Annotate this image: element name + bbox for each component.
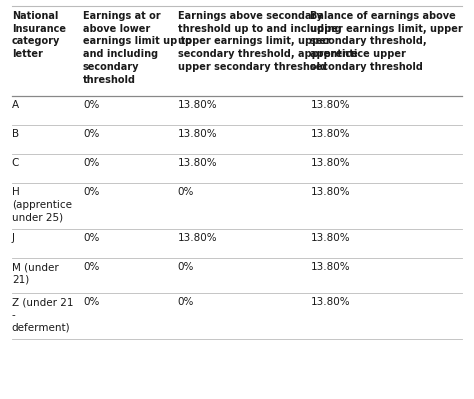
Text: H
(apprentice
under 25): H (apprentice under 25)	[12, 187, 72, 223]
Text: 13.80%: 13.80%	[310, 129, 350, 139]
Text: 0%: 0%	[178, 262, 194, 272]
Text: 0%: 0%	[83, 100, 100, 110]
Text: Z (under 21
-
deferment): Z (under 21 - deferment)	[12, 297, 73, 333]
Text: 13.80%: 13.80%	[178, 158, 218, 168]
Text: 0%: 0%	[178, 187, 194, 197]
Text: 13.80%: 13.80%	[310, 100, 350, 110]
Text: 0%: 0%	[83, 187, 100, 197]
Text: 0%: 0%	[83, 262, 100, 272]
Text: 13.80%: 13.80%	[178, 129, 218, 139]
Text: 0%: 0%	[83, 158, 100, 168]
Text: 13.80%: 13.80%	[178, 233, 218, 243]
Text: Earnings at or
above lower
earnings limit up to
and including
secondary
threshol: Earnings at or above lower earnings limi…	[83, 11, 192, 85]
Text: 0%: 0%	[83, 233, 100, 243]
Text: Earnings above secondary
threshold up to and including
upper earnings limit, upp: Earnings above secondary threshold up to…	[178, 11, 357, 72]
Text: 13.80%: 13.80%	[310, 297, 350, 307]
Text: 13.80%: 13.80%	[310, 262, 350, 272]
Text: C: C	[12, 158, 19, 168]
Text: B: B	[12, 129, 19, 139]
Text: 0%: 0%	[83, 129, 100, 139]
Text: J: J	[12, 233, 15, 243]
Text: 0%: 0%	[83, 297, 100, 307]
Text: M (under
21): M (under 21)	[12, 262, 59, 285]
Text: 13.80%: 13.80%	[310, 158, 350, 168]
Text: 0%: 0%	[178, 297, 194, 307]
Text: National
Insurance
category
letter: National Insurance category letter	[12, 11, 66, 59]
Text: 13.80%: 13.80%	[178, 100, 218, 110]
Text: Balance of earnings above
upper earnings limit, upper
secondary threshold,
appre: Balance of earnings above upper earnings…	[310, 11, 463, 72]
Text: A: A	[12, 100, 19, 110]
Text: 13.80%: 13.80%	[310, 233, 350, 243]
Text: 13.80%: 13.80%	[310, 187, 350, 197]
